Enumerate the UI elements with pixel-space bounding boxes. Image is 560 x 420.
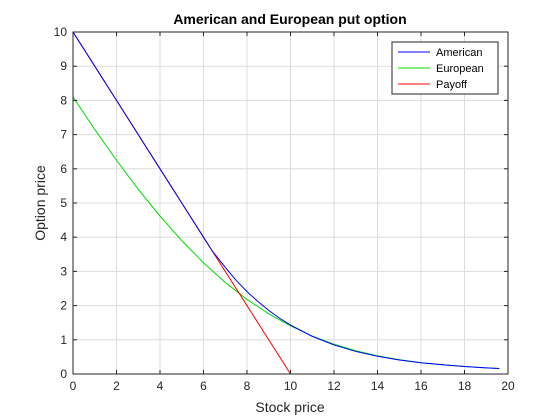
x-tick-label: 4 bbox=[157, 379, 164, 393]
legend-label-payoff: Payoff bbox=[436, 79, 468, 91]
legend-label-american: American bbox=[436, 47, 482, 59]
x-tick-label: 14 bbox=[371, 379, 385, 393]
x-tick-label: 20 bbox=[501, 379, 515, 393]
y-tick-label: 3 bbox=[60, 264, 67, 278]
x-tick-label: 12 bbox=[327, 379, 341, 393]
y-tick-label: 1 bbox=[60, 333, 67, 347]
y-tick-label: 9 bbox=[60, 59, 67, 73]
y-tick-label: 6 bbox=[60, 162, 67, 176]
x-tick-label: 2 bbox=[113, 379, 120, 393]
chart-title: American and European put option bbox=[173, 11, 406, 27]
series-line-american bbox=[72, 31, 500, 370]
series-line-european bbox=[72, 96, 500, 370]
x-tick-label: 16 bbox=[414, 379, 428, 393]
y-tick-label: 7 bbox=[60, 128, 67, 142]
y-tick-label: 10 bbox=[54, 25, 68, 39]
x-tick-label: 10 bbox=[284, 379, 298, 393]
x-tick-label: 6 bbox=[200, 379, 207, 393]
legend: American European Payoff bbox=[391, 41, 499, 95]
y-axis-label: Option price bbox=[32, 165, 48, 241]
x-axis-label: Stock price bbox=[255, 399, 324, 415]
x-tick-label: 8 bbox=[244, 379, 251, 393]
y-tick-label: 4 bbox=[60, 230, 67, 244]
y-tick-label: 5 bbox=[60, 196, 67, 210]
x-tick-label: 18 bbox=[458, 379, 472, 393]
y-tick-label: 2 bbox=[60, 299, 67, 313]
legend-label-european: European bbox=[436, 63, 484, 75]
y-tick-label: 8 bbox=[60, 93, 67, 107]
x-tick-label: 0 bbox=[70, 379, 77, 393]
y-tick-label: 0 bbox=[60, 367, 67, 381]
